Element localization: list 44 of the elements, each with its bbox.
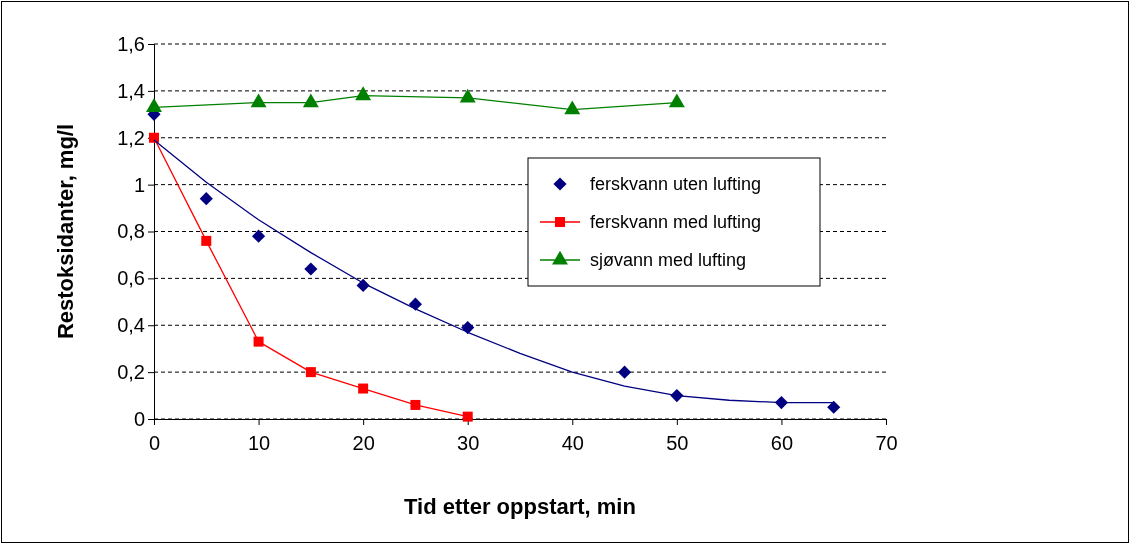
- point: [199, 192, 213, 206]
- point: [149, 132, 159, 143]
- y-tick-label: 0,8: [117, 220, 145, 243]
- y-tick-label: 0,6: [117, 267, 145, 290]
- point: [564, 100, 581, 115]
- y-tick-label: 0,4: [117, 314, 145, 337]
- x-tick-label: 10: [247, 432, 271, 454]
- point: [410, 399, 421, 410]
- x-tick-label: 60: [770, 432, 794, 454]
- point: [618, 365, 632, 379]
- x-tick-label: 30: [457, 432, 480, 454]
- y-axis-title: Restoksidanter, mg/l: [53, 123, 78, 340]
- x-tick-label: 50: [666, 432, 689, 454]
- point: [459, 88, 476, 103]
- x-tick-label: 40: [561, 432, 584, 454]
- y-tick-label: 0,2: [117, 361, 145, 384]
- y-tick-label: 1,2: [117, 126, 145, 149]
- point: [253, 336, 264, 347]
- point: [668, 93, 685, 108]
- point: [201, 235, 212, 246]
- legend-label: sjøvann med lufting: [590, 250, 747, 270]
- point: [461, 321, 475, 335]
- point: [252, 229, 266, 243]
- point: [355, 86, 372, 101]
- point: [305, 367, 316, 378]
- point: [356, 278, 370, 292]
- x-axis-title: Tid etter oppstart, min: [404, 494, 636, 519]
- point: [302, 93, 319, 108]
- point: [462, 411, 473, 422]
- point: [250, 93, 267, 108]
- y-tick-label: 1,4: [117, 79, 145, 102]
- legend-label: ferskvann med lufting: [590, 212, 762, 232]
- legend-label: ferskvann uten lufting: [590, 174, 762, 194]
- point: [408, 297, 422, 311]
- y-tick-label: 1: [133, 173, 145, 196]
- x-tick-label: 0: [148, 432, 161, 454]
- x-tick-label: 20: [352, 432, 375, 454]
- x-tick-label: 70: [875, 432, 898, 454]
- y-tick-label: 1,6: [117, 32, 145, 55]
- y-tick-label: 0: [133, 407, 145, 430]
- point: [304, 262, 318, 276]
- point: [358, 383, 369, 394]
- point: [827, 400, 841, 414]
- point: [146, 98, 162, 112]
